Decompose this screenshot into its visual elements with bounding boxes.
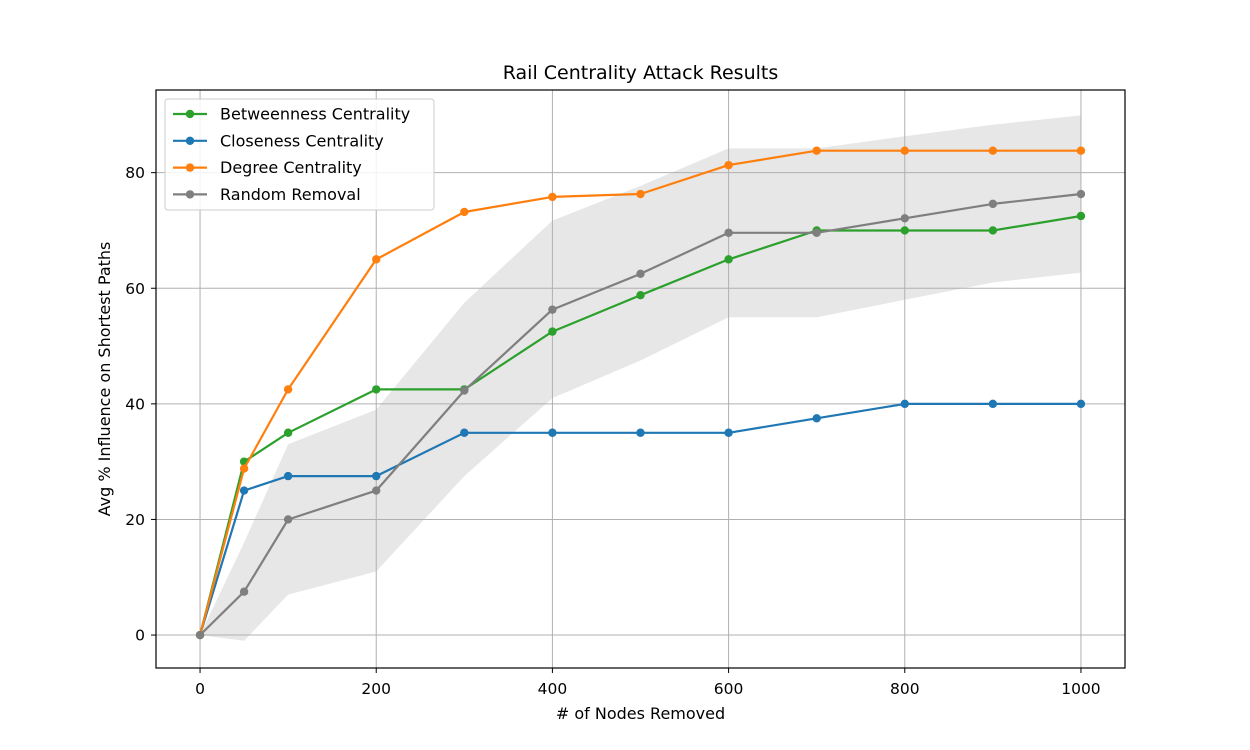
y-tick-label: 40: [125, 395, 145, 413]
data-point: [636, 189, 645, 199]
data-point: [1076, 146, 1086, 155]
data-point: [724, 255, 733, 264]
data-point: [1076, 189, 1086, 199]
data-point: [988, 146, 998, 155]
data-point: [636, 290, 645, 300]
x-tick-label: 600: [714, 680, 744, 698]
data-point: [900, 146, 909, 155]
y-tick-label: 80: [125, 164, 145, 182]
y-tick-label: 20: [125, 511, 145, 529]
data-point: [812, 228, 821, 237]
legend-label: Betweenness Centrality: [220, 105, 410, 124]
x-tick-label: 1000: [1061, 680, 1100, 698]
legend-label: Closeness Centrality: [220, 131, 384, 150]
series-layer: [195, 146, 1086, 640]
y-axis-label: Avg % Influence on Shortest Paths: [95, 242, 114, 517]
x-tick-label: 200: [361, 680, 391, 698]
confidence-band-layer: [200, 115, 1081, 641]
data-point: [283, 428, 293, 437]
data-point: [548, 327, 557, 336]
data-point: [283, 471, 293, 481]
data-point: [548, 428, 557, 437]
data-point: [548, 192, 557, 202]
data-point: [283, 385, 293, 394]
tick-layer: 0 200 400 600 800 1000 0 20 40 60 80: [125, 164, 1100, 698]
data-point: [283, 515, 293, 524]
data-point: [724, 160, 733, 170]
data-point: [460, 386, 469, 395]
data-point: [724, 228, 733, 237]
data-point: [1076, 399, 1086, 409]
data-point: [548, 305, 557, 314]
series-2: [195, 146, 1086, 640]
data-point: [1076, 211, 1086, 221]
data-point: [812, 414, 821, 423]
plot-frame: [155, 89, 1126, 669]
legend-swatch-marker: [185, 190, 195, 199]
data-point: [372, 255, 381, 264]
data-point: [239, 587, 249, 596]
series-line: [198, 402, 1081, 636]
legend-swatch-marker: [185, 109, 195, 119]
x-tick-label: 0: [195, 680, 205, 698]
data-point: [636, 428, 645, 437]
series-3: [195, 189, 1086, 640]
data-point: [460, 428, 469, 437]
x-axis-label: # of Nodes Removed: [556, 704, 725, 723]
data-point: [812, 146, 821, 155]
data-point: [900, 214, 909, 223]
chart-title: Rail Centrality Attack Results: [503, 62, 779, 84]
data-point: [372, 471, 381, 481]
series-line: [198, 214, 1082, 636]
legend: Betweenness Centrality Closeness Centrali…: [164, 98, 435, 211]
data-point: [239, 464, 249, 473]
data-point: [988, 226, 998, 235]
data-point: [900, 399, 909, 409]
series-line: [198, 149, 1081, 636]
data-point: [988, 399, 998, 409]
data-point: [460, 207, 469, 217]
x-tick-label: 400: [538, 680, 568, 698]
legend-swatch-marker: [185, 136, 195, 145]
y-tick-label: 0: [135, 627, 145, 645]
data-point: [724, 428, 733, 437]
data-point: [900, 226, 909, 235]
y-tick-label: 60: [125, 280, 145, 298]
data-point: [195, 630, 205, 640]
data-point: [988, 199, 998, 209]
data-point: [372, 385, 381, 394]
series-line: [199, 192, 1082, 636]
data-point: [372, 486, 381, 495]
confidence-band: [200, 115, 1081, 641]
legend-swatch-marker: [185, 163, 195, 172]
legend-box: [164, 98, 435, 211]
data-point: [636, 269, 645, 279]
legend-label: Degree Centrality: [220, 158, 362, 177]
data-point: [239, 486, 249, 495]
legend-label: Random Removal: [220, 185, 361, 204]
x-tick-label: 800: [890, 680, 920, 698]
